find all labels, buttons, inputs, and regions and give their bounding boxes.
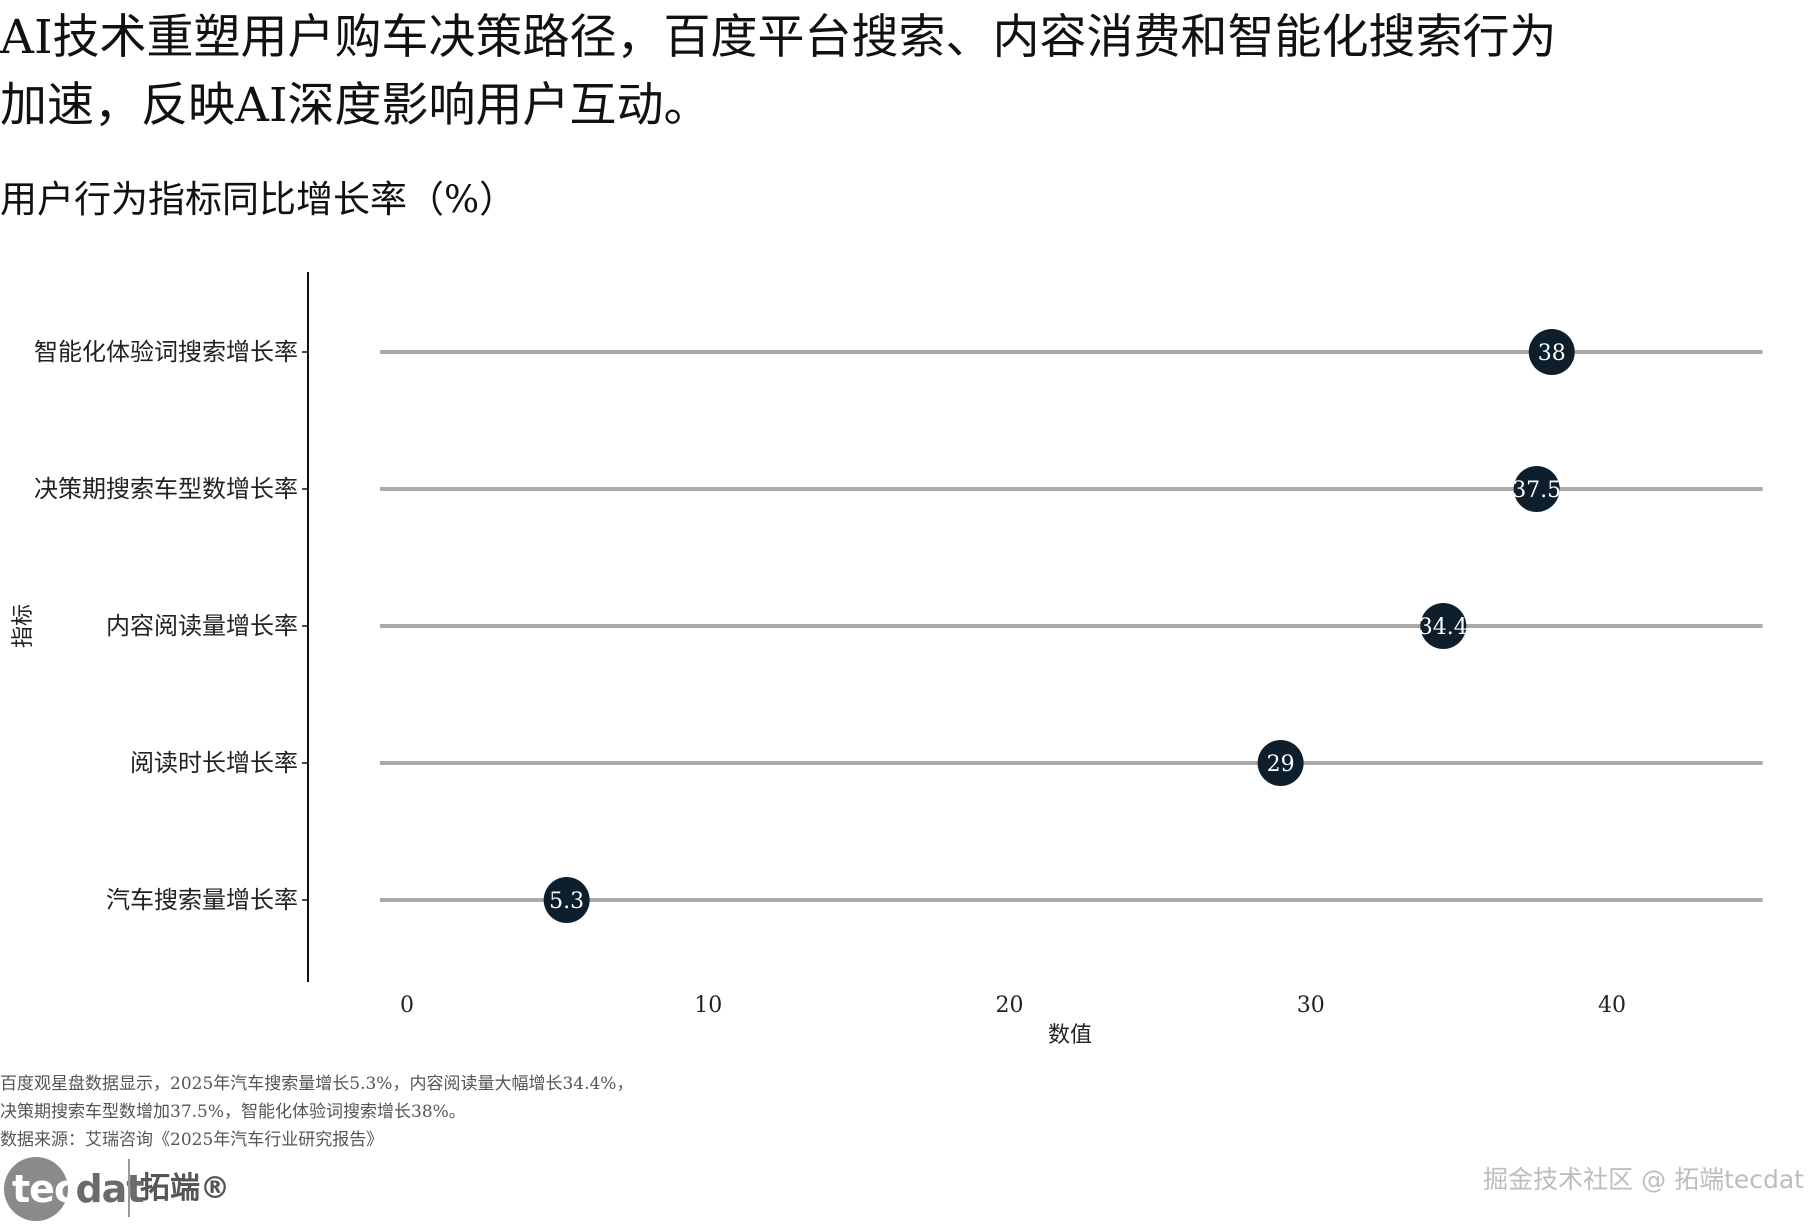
- watermark: 掘金技术社区 @ 拓端tecdat: [1483, 1165, 1804, 1194]
- headline-line-2: 加速，反映AI深度影响用户互动。: [0, 78, 711, 133]
- headline: AI技术重塑用户购车决策路径，百度平台搜索、内容消费和智能化搜索行为 加速，反映…: [0, 4, 1640, 140]
- logo-cn-name: 拓端®: [140, 1171, 230, 1206]
- x-tick-label: 30: [1297, 993, 1325, 1018]
- logo-wordmark: tecdat: [12, 1167, 144, 1211]
- data-label: 34.4: [1419, 615, 1468, 640]
- y-tick-label: 内容阅读量增长率: [106, 612, 298, 640]
- data-label: 37.5: [1512, 478, 1561, 503]
- data-label: 29: [1267, 752, 1295, 777]
- y-tick-label: 阅读时长增长率: [130, 749, 298, 777]
- x-tick-label: 0: [400, 993, 414, 1018]
- chart-title: 用户行为指标同比增长率（%）: [0, 178, 517, 221]
- lollipop-point: [1257, 740, 1304, 786]
- logo-divider: [128, 1159, 130, 1217]
- x-tick-label: 40: [1598, 993, 1626, 1018]
- x-axis-title: 数值: [1048, 1023, 1092, 1048]
- y-tick-label: 决策期搜索车型数增长率: [34, 475, 298, 503]
- data-label: 38: [1538, 341, 1566, 366]
- y-axis-title: 指标: [11, 604, 36, 648]
- x-tick-label: 20: [996, 993, 1024, 1018]
- tecdat-logo: tecdat 拓端®: [4, 1153, 230, 1225]
- y-tick-label: 汽车搜索量增长率: [106, 886, 298, 914]
- data-label: 5.3: [549, 889, 584, 914]
- chart-notes: 百度观星盘数据显示，2025年汽车搜索量增长5.3%，内容阅读量大幅增长34.4…: [0, 1070, 633, 1154]
- lollipop-point: [543, 877, 590, 923]
- lollipop-point: [1513, 466, 1560, 512]
- source-line: 数据来源：艾瑞咨询《2025年汽车行业研究报告》: [0, 1130, 384, 1150]
- x-tick-label: 10: [694, 993, 722, 1018]
- headline-line-1: AI技术重塑用户购车决策路径，百度平台搜索、内容消费和智能化搜索行为: [0, 10, 1557, 65]
- note-line-1: 百度观星盘数据显示，2025年汽车搜索量增长5.3%，内容阅读量大幅增长34.4…: [0, 1074, 634, 1094]
- lollipop-point: [1420, 603, 1467, 649]
- lollipop-chart: 指标 智能化体验词搜索增长率 38 决策期搜索车型数增长率 37.5 内容阅读量增长率 34…: [11, 272, 1763, 1048]
- lollipop-point: [1528, 329, 1575, 375]
- y-tick-label: 智能化体验词搜索增长率: [34, 338, 298, 366]
- note-line-2: 决策期搜索车型数增加37.5%，智能化体验词搜索增长38%。: [0, 1102, 466, 1122]
